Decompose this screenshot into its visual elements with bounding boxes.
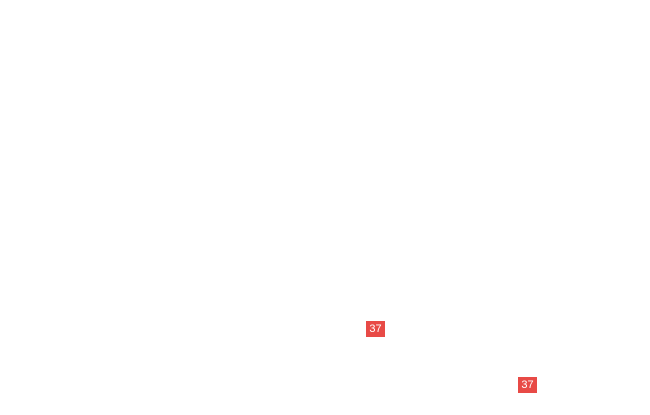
annotation-marker-badge: 37: [366, 321, 385, 337]
annotation-marker-badge: 37: [518, 377, 537, 393]
